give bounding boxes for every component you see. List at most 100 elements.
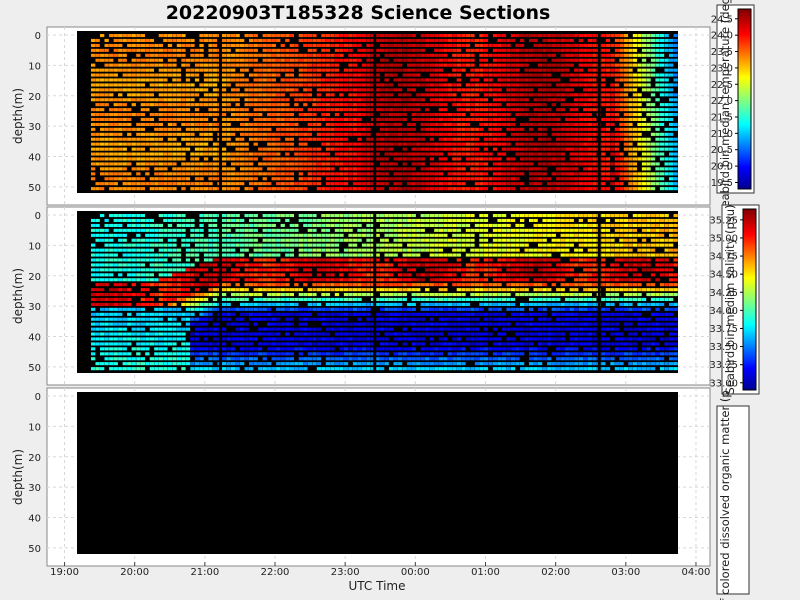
heatmap-cell: [226, 233, 231, 237]
heatmap-cell: [91, 68, 96, 72]
heatmap-cell: [203, 238, 209, 242]
heatmap-cell: [136, 307, 141, 311]
heatmap-cell: [352, 108, 358, 112]
heatmap-cell: [136, 352, 141, 356]
heatmap-cell: [122, 172, 127, 176]
heatmap-cell: [199, 142, 204, 146]
heatmap-cell: [321, 142, 326, 146]
heatmap-cell: [154, 327, 159, 331]
heatmap-cell: [420, 117, 425, 121]
heatmap-cell: [163, 73, 168, 77]
heatmap-cell: [203, 182, 209, 186]
heatmap-cell: [339, 43, 344, 47]
heatmap-cell: [127, 362, 132, 366]
heatmap-cell: [655, 177, 660, 181]
heatmap-cell: [221, 68, 227, 72]
heatmap-cell: [240, 253, 245, 257]
heatmap-cell: [366, 78, 371, 82]
heatmap-cell: [601, 117, 606, 121]
heatmap-cell: [348, 177, 353, 181]
heatmap-cell: [483, 98, 489, 102]
heatmap-cell: [357, 162, 362, 166]
heatmap-cell: [330, 63, 335, 67]
heatmap-cell: [262, 172, 267, 176]
heatmap-cell: [136, 127, 141, 131]
heatmap-cell: [109, 312, 114, 316]
heatmap-cell: [258, 83, 263, 87]
heatmap-cell: [131, 93, 136, 97]
heatmap-cell: [334, 43, 340, 47]
heatmap-cell: [470, 98, 475, 102]
heatmap-cell: [578, 83, 583, 87]
heatmap-cell: [393, 78, 398, 82]
heatmap-cell: [587, 172, 592, 176]
heatmap-cell: [465, 132, 471, 136]
heatmap-cell: [547, 147, 552, 151]
heatmap-cell: [510, 137, 516, 141]
heatmap-cell: [208, 228, 213, 232]
heatmap-cell: [398, 137, 403, 141]
heatmap-cell: [208, 233, 213, 237]
heatmap-cell: [492, 34, 498, 38]
y-tick-label: 40: [28, 153, 41, 164]
heatmap-cell: [339, 38, 344, 42]
heatmap-cell: [366, 103, 371, 107]
heatmap-cell: [149, 253, 154, 257]
heatmap-cell: [91, 297, 96, 301]
heatmap-cell: [470, 38, 475, 42]
heatmap-cell: [104, 233, 109, 237]
heatmap-cell: [231, 307, 236, 311]
heatmap-cell: [172, 263, 177, 267]
heatmap-cell: [140, 98, 145, 102]
heatmap-cell: [109, 243, 114, 247]
heatmap-cell: [402, 73, 407, 77]
heatmap-cell: [95, 68, 100, 72]
heatmap-cell: [163, 347, 168, 351]
heatmap-cell: [605, 113, 611, 117]
heatmap-cell: [149, 98, 154, 102]
heatmap-cell: [492, 53, 498, 57]
heatmap-cell: [131, 98, 136, 102]
heatmap-cell: [208, 253, 213, 257]
heatmap-cell: [185, 317, 191, 321]
heatmap-cell: [574, 78, 579, 82]
heatmap-cell: [614, 162, 620, 166]
heatmap-cell: [194, 362, 200, 366]
heatmap-cell: [515, 48, 520, 52]
heatmap-cell: [470, 187, 475, 191]
heatmap-cell: [163, 352, 168, 356]
heatmap-cell: [574, 167, 579, 171]
heatmap-cell: [258, 117, 263, 121]
heatmap-cell: [529, 152, 534, 156]
heatmap-cell: [380, 43, 385, 47]
heatmap-cell: [506, 78, 511, 82]
heatmap-cell: [172, 38, 177, 42]
heatmap-cell: [289, 43, 294, 47]
heatmap-cell: [659, 113, 665, 117]
heatmap-cell: [149, 53, 154, 57]
heatmap-cell: [492, 157, 498, 161]
heatmap-cell: [447, 182, 452, 186]
heatmap-cell: [429, 88, 434, 92]
heatmap-cell: [565, 117, 570, 121]
heatmap-cell: [366, 177, 371, 181]
heatmap-cell: [610, 137, 615, 141]
heatmap-cell: [208, 293, 213, 297]
heatmap-cell: [366, 38, 371, 42]
heatmap-cell: [226, 332, 231, 336]
heatmap-cell: [619, 108, 624, 112]
heatmap-cell: [366, 152, 371, 156]
heatmap-cell: [262, 278, 267, 282]
heatmap-cell: [240, 157, 245, 161]
heatmap-cell: [623, 34, 629, 38]
heatmap-cell: [456, 187, 461, 191]
heatmap-cell: [140, 122, 145, 126]
heatmap-cell: [538, 157, 543, 161]
heatmap-cell: [172, 283, 177, 287]
heatmap-cell: [276, 342, 281, 346]
heatmap-cell: [402, 127, 407, 131]
heatmap-cell: [253, 293, 258, 297]
heatmap-cell: [524, 103, 529, 107]
heatmap-cell: [212, 273, 218, 277]
heatmap-cell: [163, 268, 168, 272]
